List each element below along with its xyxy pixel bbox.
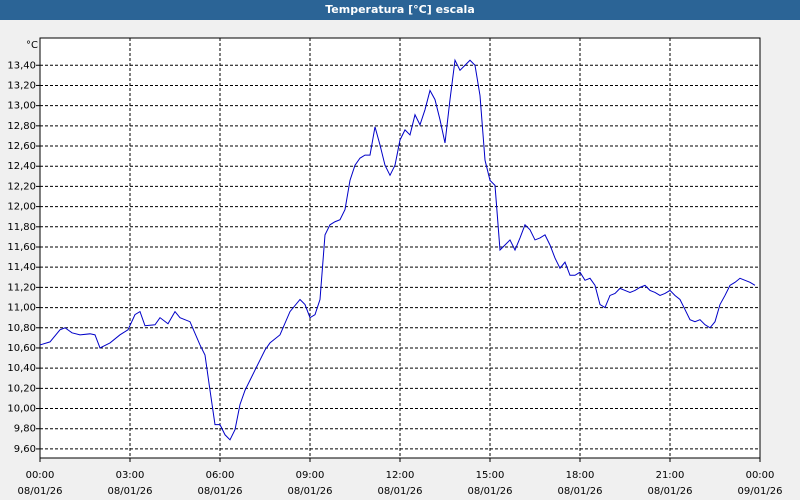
data-line: [39, 58, 756, 441]
x-tick-label: 15:00: [476, 470, 505, 481]
y-unit-label: °C: [26, 40, 38, 51]
y-tick-label: 11,20: [7, 282, 36, 293]
chart-title: Temperatura [°C] escala: [325, 3, 475, 16]
x-tick-date: 09/01/26: [738, 486, 783, 497]
y-tick-label: 10,60: [7, 343, 36, 354]
y-tick-label: 13,20: [7, 80, 36, 91]
y-tick-label: 11,80: [7, 222, 36, 233]
x-tick-date: 08/01/26: [288, 486, 333, 497]
y-tick-label: 10,00: [7, 404, 36, 415]
x-tick-date: 08/01/26: [198, 486, 243, 497]
title-bar: [0, 0, 800, 20]
y-tick-label: 10,40: [7, 363, 36, 374]
y-tick-label: 10,20: [7, 383, 36, 394]
y-tick-label: 12,20: [7, 181, 36, 192]
x-tick-date: 08/01/26: [558, 486, 603, 497]
plot-frame: [39, 37, 761, 459]
x-tick-label: 09:00: [296, 470, 325, 481]
y-tick-label: 11,40: [7, 262, 36, 273]
x-tick-label: 18:00: [566, 470, 595, 481]
x-tick-date: 08/01/26: [648, 486, 693, 497]
x-tick-date: 08/01/26: [468, 486, 513, 497]
x-tick-label: 00:00: [746, 470, 775, 481]
x-tick-date: 08/01/26: [108, 486, 153, 497]
y-tick-label: 9,80: [14, 424, 36, 435]
x-tick-label: 03:00: [116, 470, 145, 481]
x-tick-label: 06:00: [206, 470, 235, 481]
y-tick-label: 12,40: [7, 161, 36, 172]
x-tick-label: 21:00: [656, 470, 685, 481]
x-tick-label: 12:00: [386, 470, 415, 481]
y-tick-label: 10,80: [7, 323, 36, 334]
y-tick-label: 11,60: [7, 242, 36, 253]
y-tick-label: 13,00: [7, 101, 36, 112]
y-tick-label: 13,40: [7, 60, 36, 71]
y-tick-label: 11,00: [7, 303, 36, 314]
y-tick-label: 12,00: [7, 202, 36, 213]
x-tick-label: 00:00: [26, 470, 55, 481]
x-tick-date: 08/01/26: [18, 486, 63, 497]
x-tick-date: 08/01/26: [378, 486, 423, 497]
y-tick-label: 12,60: [7, 141, 36, 152]
y-tick-label: 12,80: [7, 121, 36, 132]
y-tick-label: 9,60: [14, 444, 36, 455]
